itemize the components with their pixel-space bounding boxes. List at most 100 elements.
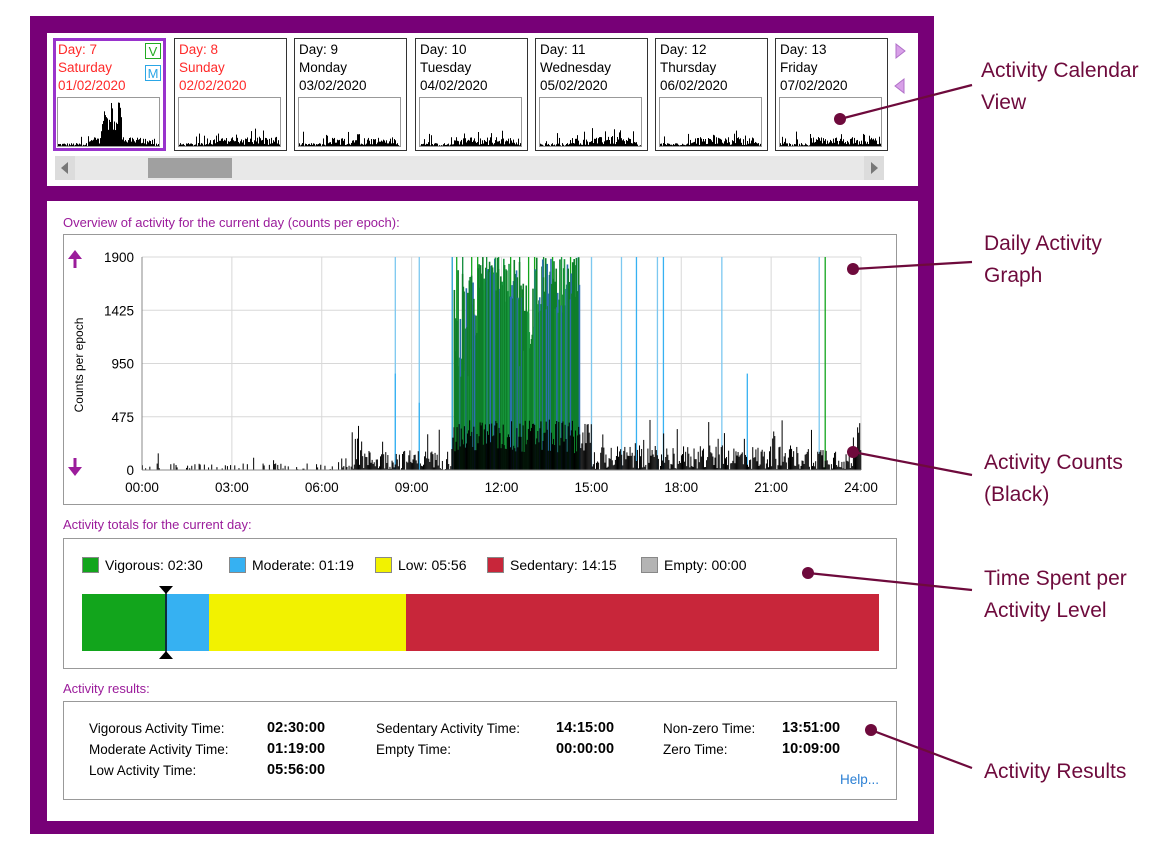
callout-text: Activity Counts (Black) [984,451,1123,506]
result-value: 02:30:00 [267,720,326,736]
mini-bar [467,140,468,146]
activity-count-bar [706,460,708,470]
day-card[interactable]: Day: 12 Thursday 06/02/2020 [655,38,768,151]
mini-bar [221,138,222,146]
activity-count-bar [807,449,809,470]
activity-count-bar [208,467,210,470]
mini-bar [578,140,579,146]
legend-swatch [487,557,504,573]
activity-count-bar [817,451,819,470]
activity-count-bar [753,457,755,470]
mini-bar [726,139,727,146]
mini-bar [368,137,369,146]
scroll-left-icon[interactable] [55,156,75,180]
activity-count-bar [712,456,714,470]
mini-bar [549,145,550,146]
day-card[interactable]: Day: 13 Friday 07/02/2020 [775,38,888,151]
activity-count-bar [527,428,529,470]
mini-bar [863,133,864,146]
mini-bar [327,135,328,146]
activity-count-bar [623,450,625,470]
activity-count-bar [626,452,628,470]
activity-count-bar [655,450,657,470]
day-card-text: Day: 13 Friday 07/02/2020 [780,41,848,95]
activity-count-bar [828,464,830,470]
activity-count-bar [540,421,542,470]
mini-bar [346,144,347,146]
activity-count-bar [616,446,618,470]
mini-bar [781,145,782,146]
mini-bar [873,138,874,146]
mini-bar [89,141,90,146]
mini-bar [794,143,795,146]
mini-bar [859,141,860,146]
activity-count-bar [611,460,613,470]
activity-count-bar [645,464,647,470]
activity-count-bar [755,449,757,470]
day-card[interactable]: Day: 9 Monday 03/02/2020 [294,38,407,151]
mini-bar [447,144,448,146]
mini-bar [220,140,221,146]
activity-count-bar [716,468,718,470]
y-tick-label: 1425 [104,303,134,318]
activity-count-bar [398,454,400,470]
mini-bar [239,143,240,146]
result-label: Non-zero Time: [663,721,756,736]
activity-count-bar [529,431,531,470]
activity-count-bar [678,460,680,470]
mini-bar [112,108,113,146]
activity-count-bar [570,430,572,470]
mini-bar [846,144,847,146]
mini-bar [617,137,618,146]
activity-count-bar [511,421,513,470]
scroll-thumb[interactable] [148,158,232,178]
activity-count-bar [555,424,557,470]
mini-bar [513,139,514,146]
mini-bar [435,143,436,146]
callout-text: Time Spent per Activity Level [984,567,1127,622]
activity-count-bar [815,461,817,470]
activity-count-bar [708,422,710,470]
mini-bar [623,139,624,146]
previous-days-icon[interactable] [893,77,907,95]
mini-bar [83,144,84,146]
date-label: 06/02/2020 [660,78,728,93]
calendar-scrollbar[interactable] [55,156,884,180]
next-days-icon[interactable] [893,42,907,60]
activity-count-bar [553,438,555,470]
mini-bar [837,140,838,146]
day-card-text: Day: 8 Sunday 02/02/2020 [179,41,247,95]
day-card[interactable]: Day: 7 Saturday 01/02/2020 V M [53,38,166,151]
activity-count-bar [743,438,745,470]
scroll-right-icon[interactable] [864,156,884,180]
activity-count-bar [296,467,298,470]
mini-bar [737,138,738,146]
arrow-up-icon[interactable] [68,250,82,268]
day-label: Day: 13 [780,42,827,57]
mini-bar [122,139,123,146]
activity-count-bar [694,459,696,470]
mini-bar [495,140,496,146]
arrow-down-icon[interactable] [68,458,82,476]
help-link[interactable]: Help... [840,772,880,787]
x-tick-label: 12:00 [485,480,519,495]
mini-bar [866,143,867,146]
day-card[interactable]: Day: 8 Sunday 02/02/2020 [174,38,287,151]
mini-bar [825,139,826,146]
mini-bar [317,144,318,146]
mini-bar [386,140,387,146]
activity-count-bar [600,452,602,470]
mini-bar [810,134,811,146]
mini-bar [369,140,370,146]
mini-bar [809,145,810,146]
activity-count-bar [631,452,633,470]
day-card[interactable]: Day: 10 Tuesday 04/02/2020 [415,38,528,151]
mini-bar [622,140,623,146]
bar-marker-icon[interactable] [157,586,175,659]
activity-event-line [746,373,748,470]
mini-bar [389,141,390,146]
day-card[interactable]: Day: 11 Wednesday 05/02/2020 [535,38,648,151]
activity-count-bar [370,462,372,470]
mini-bar [595,138,596,146]
activity-results-box [63,701,897,800]
